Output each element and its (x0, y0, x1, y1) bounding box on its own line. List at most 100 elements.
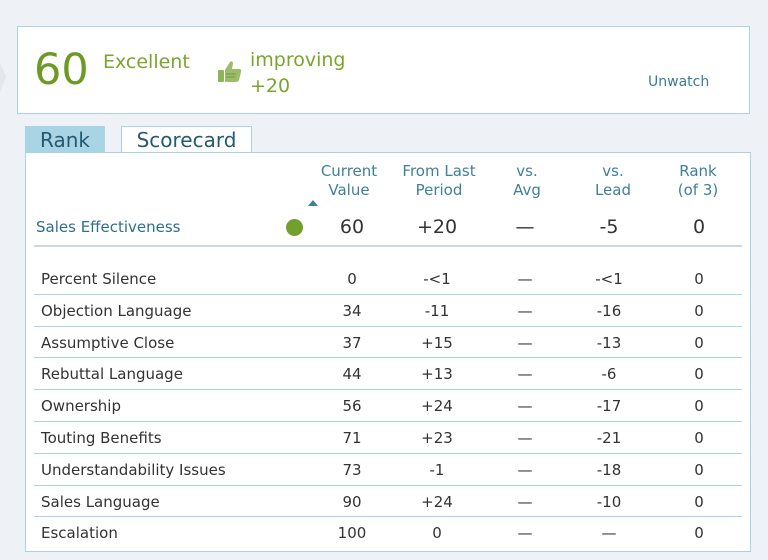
column-header-vs-lead[interactable]: vs. Lead (568, 162, 658, 200)
header-line: Lead (594, 181, 632, 199)
header-line: vs. (602, 162, 624, 180)
current-value-cell: 90 (342, 492, 362, 511)
header-line: Value (328, 181, 370, 199)
tab-rank[interactable]: Rank (25, 126, 105, 153)
vs-avg-cell: — (517, 301, 533, 320)
header-line: (of 3) (677, 181, 719, 199)
from-last-period-cell: -11 (424, 301, 450, 320)
vs-lead-cell: — (601, 524, 617, 543)
header-line: vs. (516, 162, 538, 180)
score-value: 60 (34, 45, 89, 95)
metric-name: Touting Benefits (41, 429, 162, 447)
current-value-cell: 100 (337, 524, 367, 543)
rank-cell: 0 (694, 524, 704, 543)
metric-name: Percent Silence (41, 270, 157, 288)
header-line: Rank (679, 162, 717, 180)
vs-lead-cell: -21 (596, 429, 622, 447)
vs-lead-cell: -16 (596, 301, 622, 320)
table-row[interactable]: Escalation 100 0 — — 0 (34, 517, 742, 549)
current-value-cell: 44 (342, 365, 362, 384)
table-row[interactable]: Ownership 56 +24 — -17 0 (34, 390, 742, 422)
current-value-cell: 0 (347, 270, 357, 288)
metric-name: Escalation (41, 524, 118, 543)
table-row[interactable]: Touting Benefits 71 +23 — -21 0 (34, 422, 742, 454)
table-row[interactable]: Assumptive Close 37 +15 — -13 0 (34, 327, 742, 359)
column-header-from-last-period[interactable]: From Last Period (394, 162, 484, 200)
header-line: Current (320, 162, 378, 180)
vs-avg-cell: — (517, 524, 533, 543)
from-last-period-cell: -1 (429, 460, 445, 479)
rank-cell: 0 (694, 397, 704, 416)
vs-avg-cell: — (517, 333, 533, 352)
vs-avg-cell: — (517, 460, 533, 479)
column-header-rank[interactable]: Rank (of 3) (653, 162, 743, 200)
header-line: Period (415, 181, 463, 199)
rank-table: Current Value From Last Period vs. Avg v… (25, 152, 751, 552)
current-value-cell: 73 (342, 460, 362, 479)
current-value-cell: 71 (342, 429, 362, 447)
metric-name: Sales Language (41, 492, 160, 511)
metric-name: Rebuttal Language (41, 365, 183, 384)
main-metric-row[interactable]: Sales Effectiveness 60 +20 — -5 0 (26, 211, 742, 245)
metric-name: Objection Language (41, 301, 192, 320)
main-metric-name: Sales Effectiveness (36, 218, 181, 236)
unwatch-button[interactable]: Unwatch (648, 74, 710, 90)
header-line-sortable: Value (304, 181, 394, 206)
tab-scorecard[interactable]: Scorecard (121, 126, 252, 153)
from-last-period-cell: -<1 (423, 270, 451, 288)
from-last-period-cell: +13 (421, 365, 453, 384)
from-last-period-cell: 0 (432, 524, 442, 543)
trend-value: +20 (250, 75, 291, 97)
header-line: From Last (402, 162, 476, 180)
rank-cell: 0 (694, 270, 704, 288)
table-row[interactable]: Understandability Issues 73 -1 — -18 0 (34, 454, 742, 486)
table-row[interactable]: Objection Language 34 -11 — -16 0 (34, 295, 742, 327)
table-row[interactable]: Percent Silence 0 -<1 — -<1 0 (34, 263, 742, 295)
vs-lead-cell: -13 (596, 333, 622, 352)
current-value-cell: 37 (342, 333, 362, 352)
from-last-period-cell: +24 (421, 397, 453, 416)
metric-name: Ownership (41, 397, 121, 416)
sort-ascending-icon (308, 200, 318, 206)
vs-lead-cell: -6 (601, 365, 617, 384)
metric-name: Assumptive Close (41, 333, 175, 352)
collapse-chevron[interactable] (0, 62, 6, 92)
from-last-period-cell: +24 (421, 492, 453, 511)
column-header-current-value[interactable]: Current Value (304, 162, 394, 206)
vs-lead-cell: -17 (596, 397, 622, 416)
header-line: Avg (513, 181, 541, 199)
vs-avg-cell: — (517, 365, 533, 384)
rank-cell: 0 (694, 301, 704, 320)
vs-avg-cell: — (517, 270, 533, 288)
vs-avg-cell: — (517, 429, 533, 447)
rank-cell: 0 (694, 460, 704, 479)
vs-lead-cell: -<1 (595, 270, 623, 288)
current-value-cell: 34 (342, 301, 362, 320)
metric-name: Understandability Issues (41, 460, 226, 479)
rank-cell: 0 (694, 492, 704, 511)
score-summary-panel: 60 Excellent improving +20 Unwatch (17, 26, 750, 114)
table-row[interactable]: Rebuttal Language 44 +13 — -6 0 (34, 358, 742, 391)
vs-lead-cell: -18 (596, 460, 622, 479)
table-row[interactable]: Sales Language 90 +24 — -10 0 (34, 486, 742, 518)
status-indicator-icon (286, 219, 303, 236)
vs-avg-cell: — (517, 397, 533, 416)
from-last-period-cell: +15 (421, 333, 453, 352)
rank-cell: 0 (694, 365, 704, 384)
main-rank: 0 (692, 216, 706, 238)
rank-cell: 0 (694, 333, 704, 352)
main-vs-lead: -5 (599, 216, 619, 238)
current-value-cell: 56 (342, 397, 362, 416)
main-current-value: 60 (339, 216, 365, 238)
main-vs-avg: — (515, 216, 535, 238)
rank-cell: 0 (694, 429, 704, 447)
thumbs-up-icon (218, 61, 242, 82)
divider (34, 245, 742, 247)
score-rating: Excellent (103, 51, 190, 73)
main-from-last-period: +20 (416, 216, 458, 238)
from-last-period-cell: +23 (421, 429, 453, 447)
vs-avg-cell: — (517, 492, 533, 511)
trend-label: improving (250, 49, 346, 71)
column-header-vs-avg[interactable]: vs. Avg (482, 162, 572, 200)
vs-lead-cell: -10 (596, 492, 622, 511)
